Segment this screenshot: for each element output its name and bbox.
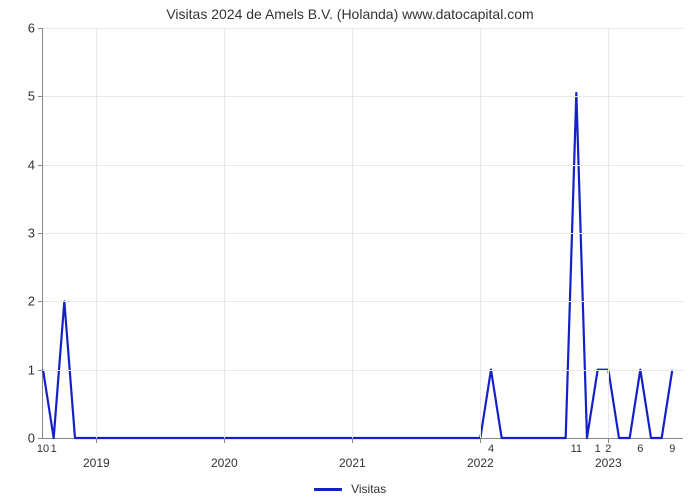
ytick-label: 4 bbox=[28, 157, 35, 172]
grid-v bbox=[480, 28, 481, 438]
data-point-label: 9 bbox=[669, 443, 675, 455]
xtick-year-label: 2023 bbox=[595, 456, 622, 470]
data-point-label: 1 bbox=[595, 443, 601, 455]
ytick-label: 2 bbox=[28, 294, 35, 309]
legend-swatch bbox=[314, 488, 342, 491]
data-point-label: 10 bbox=[37, 443, 49, 455]
ytick-mark bbox=[38, 233, 43, 234]
xtick-mark bbox=[480, 438, 481, 443]
legend: Visitas bbox=[0, 481, 700, 496]
data-point-label: 4 bbox=[488, 443, 494, 455]
data-point-label: 1 bbox=[51, 443, 57, 455]
ytick-label: 6 bbox=[28, 21, 35, 36]
ytick-label: 3 bbox=[28, 226, 35, 241]
xtick-mark bbox=[352, 438, 353, 443]
ytick-mark bbox=[38, 438, 43, 439]
xtick-year-label: 2021 bbox=[339, 456, 366, 470]
grid-h bbox=[43, 96, 683, 97]
ytick-label: 5 bbox=[28, 89, 35, 104]
chart-container: Visitas 2024 de Amels B.V. (Holanda) www… bbox=[0, 0, 700, 500]
grid-v bbox=[352, 28, 353, 438]
grid-h bbox=[43, 165, 683, 166]
grid-h bbox=[43, 301, 683, 302]
grid-v bbox=[608, 28, 609, 438]
ytick-mark bbox=[38, 96, 43, 97]
xtick-year-label: 2019 bbox=[83, 456, 110, 470]
ytick-label: 1 bbox=[28, 362, 35, 377]
grid-v bbox=[96, 28, 97, 438]
legend-label: Visitas bbox=[351, 482, 386, 496]
xtick-year-label: 2020 bbox=[211, 456, 238, 470]
data-point-label: 11 bbox=[571, 443, 582, 455]
visits-line bbox=[43, 93, 672, 438]
grid-h bbox=[43, 233, 683, 234]
grid-v bbox=[224, 28, 225, 438]
ytick-mark bbox=[38, 301, 43, 302]
grid-h bbox=[43, 370, 683, 371]
data-point-label: 2 bbox=[605, 443, 611, 455]
ytick-mark bbox=[38, 165, 43, 166]
data-point-label: 6 bbox=[637, 443, 643, 455]
chart-title: Visitas 2024 de Amels B.V. (Holanda) www… bbox=[0, 6, 700, 22]
xtick-year-label: 2022 bbox=[467, 456, 494, 470]
ytick-label: 0 bbox=[28, 431, 35, 446]
xtick-mark bbox=[224, 438, 225, 443]
xtick-mark bbox=[96, 438, 97, 443]
plot-area: 0123456201920202021202220231014111269 bbox=[42, 28, 683, 439]
ytick-mark bbox=[38, 370, 43, 371]
ytick-mark bbox=[38, 28, 43, 29]
grid-h bbox=[43, 28, 683, 29]
